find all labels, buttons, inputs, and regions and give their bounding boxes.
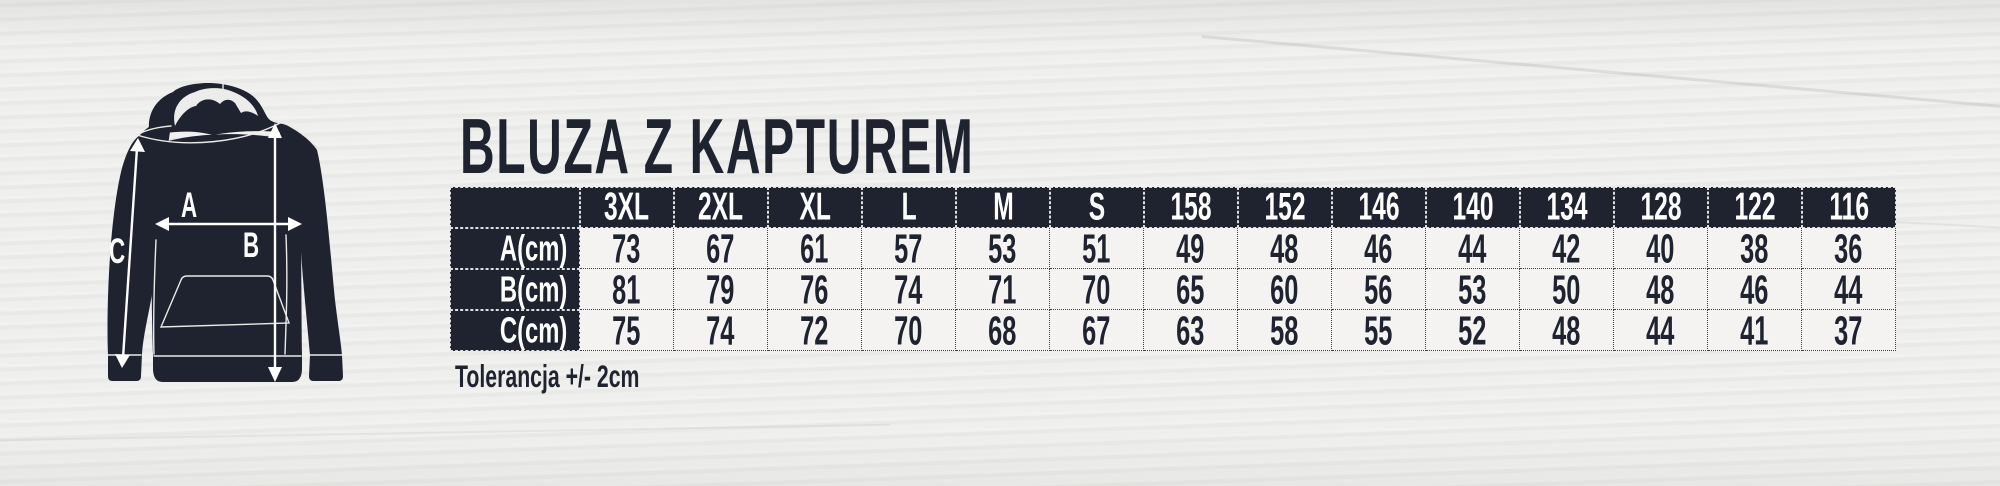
col-header-134: 134	[1520, 187, 1614, 228]
cell-b-128: 48	[1614, 269, 1708, 310]
cell-b-l: 74	[862, 269, 956, 310]
cell-a-152: 48	[1238, 228, 1332, 269]
cell-a-116: 36	[1802, 228, 1896, 269]
label-b: B	[243, 226, 259, 265]
cell-a-s: 51	[1050, 228, 1144, 269]
col-header-s: S	[1050, 187, 1144, 228]
cell-b-134: 50	[1520, 269, 1614, 310]
cell-a-2xl: 67	[674, 228, 768, 269]
cell-b-152: 60	[1238, 269, 1332, 310]
cell-b-s: 70	[1050, 269, 1144, 310]
arrow-c	[115, 138, 145, 368]
col-header-l: L	[862, 187, 956, 228]
hood-interior	[174, 88, 258, 126]
arrow-a	[155, 217, 302, 231]
col-header-140: 140	[1426, 187, 1520, 228]
hoodie-figure: A B C	[55, 50, 355, 400]
cell-c-3xl: 75	[580, 310, 674, 351]
label-c: C	[109, 232, 125, 271]
cell-c-128: 44	[1614, 310, 1708, 351]
cell-a-l: 57	[862, 228, 956, 269]
col-header-146: 146	[1332, 187, 1426, 228]
col-header-xl: XL	[768, 187, 862, 228]
cell-a-3xl: 73	[580, 228, 674, 269]
row-header-b: B(cm)	[450, 269, 580, 310]
cell-b-m: 71	[956, 269, 1050, 310]
cell-c-122: 41	[1708, 310, 1802, 351]
cell-c-s: 67	[1050, 310, 1144, 351]
cell-b-116: 44	[1802, 269, 1896, 310]
tolerance-note-text: Tolerancja +/- 2cm	[455, 359, 640, 395]
col-header-158: 158	[1144, 187, 1238, 228]
cell-c-116: 37	[1802, 310, 1896, 351]
page-title: BLUZA Z KAPTUREM	[460, 107, 1103, 185]
size-table: 3XL 2XL XL L M S 158 152 146 140 134 128…	[450, 187, 1896, 351]
cell-a-128: 40	[1614, 228, 1708, 269]
page-title-text: BLUZA Z KAPTUREM	[460, 102, 975, 190]
cell-a-m: 53	[956, 228, 1050, 269]
cell-a-158: 49	[1144, 228, 1238, 269]
cell-c-152: 58	[1238, 310, 1332, 351]
hoodie-silhouette	[107, 83, 343, 382]
row-header-a: A(cm)	[450, 228, 580, 269]
cell-a-146: 46	[1332, 228, 1426, 269]
cell-a-122: 38	[1708, 228, 1802, 269]
label-a: A	[181, 186, 197, 225]
col-header-116: 116	[1802, 187, 1896, 228]
cell-b-158: 65	[1144, 269, 1238, 310]
cell-c-146: 55	[1332, 310, 1426, 351]
cell-c-140: 52	[1426, 310, 1520, 351]
tolerance-note: Tolerancja +/- 2cm	[455, 361, 672, 392]
measurement-arrows	[115, 123, 302, 382]
cell-b-3xl: 81	[580, 269, 674, 310]
hoodie-diagram-svg: A B C	[107, 82, 344, 382]
cell-a-134: 42	[1520, 228, 1614, 269]
col-header-128: 128	[1614, 187, 1708, 228]
cell-c-2xl: 74	[674, 310, 768, 351]
arrow-b	[268, 123, 282, 382]
measurement-labels: A B C	[109, 186, 259, 271]
col-header-2xl: 2XL	[674, 187, 768, 228]
cell-c-134: 48	[1520, 310, 1614, 351]
col-header-152: 152	[1238, 187, 1332, 228]
col-header-3xl: 3XL	[580, 187, 674, 228]
cell-b-146: 56	[1332, 269, 1426, 310]
cell-b-2xl: 79	[674, 269, 768, 310]
cell-c-l: 70	[862, 310, 956, 351]
table-corner-cell	[450, 187, 580, 228]
cell-c-xl: 72	[768, 310, 862, 351]
row-header-c: C(cm)	[450, 310, 580, 351]
cell-a-xl: 61	[768, 228, 862, 269]
cell-c-158: 63	[1144, 310, 1238, 351]
cell-c-m: 68	[956, 310, 1050, 351]
cell-b-140: 53	[1426, 269, 1520, 310]
cell-b-xl: 76	[768, 269, 862, 310]
cell-b-122: 46	[1708, 269, 1802, 310]
col-header-122: 122	[1708, 187, 1802, 228]
col-header-m: M	[956, 187, 1050, 228]
cell-a-140: 44	[1426, 228, 1520, 269]
